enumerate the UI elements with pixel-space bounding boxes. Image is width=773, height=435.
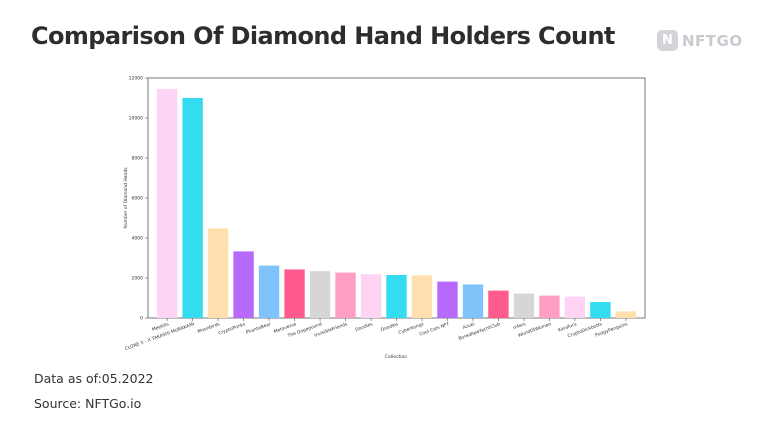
page-title: Comparison Of Diamond Hand Holders Count <box>31 22 615 50</box>
nftgo-logo-text: NFTGO <box>682 31 743 50</box>
bar <box>437 281 458 318</box>
nftgo-logo: N NFTGO <box>657 30 743 51</box>
source-note: Source: NFTGo.io <box>34 396 142 411</box>
chart-svg: 0 2000 4000 6000 8000 10000 12000 MeebitsCLONE… <box>123 76 646 360</box>
x-tick-label: Azuki <box>462 321 475 331</box>
bars <box>156 89 637 318</box>
data-date-note: Data as of:05.2022 <box>34 371 154 386</box>
bar <box>207 228 229 318</box>
x-tick-label: PhantaBear <box>245 321 272 336</box>
y-tick-label: 2000 <box>132 276 144 282</box>
bar <box>615 311 637 318</box>
bar <box>309 271 331 318</box>
y-tick-label: 0 <box>140 316 143 322</box>
bar <box>360 274 382 318</box>
x-axis-label: Collection <box>385 354 407 360</box>
bar <box>564 296 586 318</box>
bar-chart: 0 2000 4000 6000 8000 10000 12000 Meebits CLONE… <box>100 70 660 365</box>
bar <box>182 98 203 318</box>
y-tick-label: 8000 <box>132 156 144 162</box>
y-axis-label: Number of Diamond Hands <box>123 167 129 229</box>
x-tick-label: BoredApeYachtClub <box>458 321 502 342</box>
bar <box>284 269 305 318</box>
bar <box>233 251 254 318</box>
bar <box>462 284 484 318</box>
bar <box>335 272 356 318</box>
bar <box>513 293 535 318</box>
x-tick-label: Doodles <box>355 321 375 333</box>
y-tick-label: 12000 <box>129 76 143 82</box>
bar <box>590 302 611 318</box>
x-tick-label: Meebits <box>151 321 170 333</box>
nftgo-logo-icon: N <box>657 30 678 51</box>
bar <box>411 275 433 318</box>
x-tick-label: CryptoPunks <box>218 321 247 337</box>
y-axis: 0 2000 4000 6000 8000 10000 12000 <box>129 76 148 322</box>
y-tick-label: 6000 <box>132 196 144 202</box>
bar <box>386 275 407 318</box>
x-tick-label: Doodles <box>380 321 400 333</box>
bar <box>156 89 178 318</box>
bar <box>488 290 509 318</box>
bar <box>258 265 280 318</box>
bar <box>539 295 560 318</box>
y-tick-label: 4000 <box>132 236 144 242</box>
x-tick-label: mfers <box>512 321 527 331</box>
y-tick-label: 10000 <box>129 116 143 122</box>
